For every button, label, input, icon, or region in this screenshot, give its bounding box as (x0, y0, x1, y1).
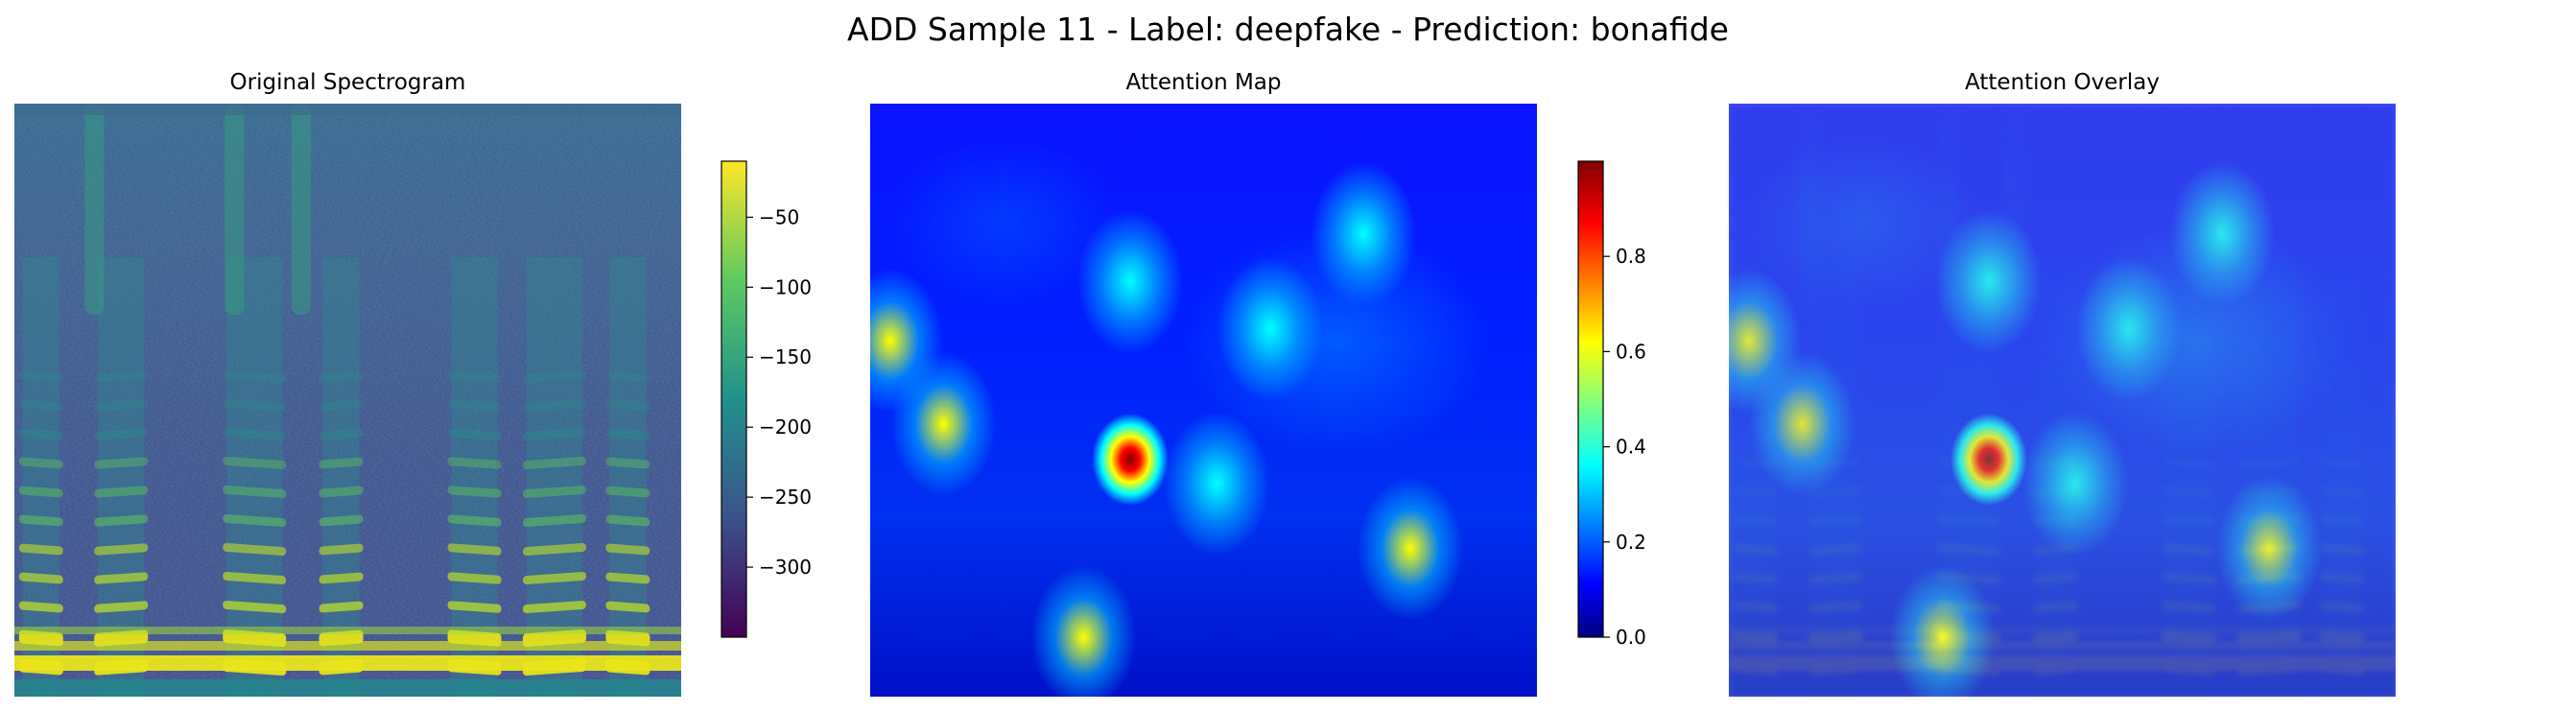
harmonic-stripe (605, 399, 650, 412)
harmonic-stripe (18, 486, 63, 498)
attention-map-title: Attention Map (1125, 70, 1282, 95)
harmonic-stripe (447, 370, 502, 383)
harmonic-stripe (223, 513, 287, 528)
spectrogram-floor (14, 679, 681, 697)
colorbar-tick-label: −300 (759, 556, 812, 579)
attention-colorbar: 0.0 0.2 0.4 0.6 0.8 (1577, 160, 1646, 649)
harmonic-burst (522, 257, 586, 697)
formant-column (225, 104, 245, 315)
harmonic-stripe (605, 543, 650, 556)
colorbar-gradient (721, 160, 747, 638)
harmonic-stripe (447, 428, 502, 440)
harmonic-stripe (18, 601, 63, 613)
figure-suptitle: ADD Sample 11 - Label: deepfake - Predic… (847, 11, 1729, 48)
harmonic-burst (319, 257, 364, 697)
harmonic-stripe (319, 457, 364, 469)
colorbar-tick-label: 0.8 (1616, 245, 1646, 268)
harmonic-stripe (223, 456, 287, 470)
low-frequency-band (14, 655, 681, 671)
harmonic-stripe (94, 543, 149, 556)
harmonic-stripe (605, 370, 650, 383)
colorbar-tick-label: −50 (759, 205, 799, 228)
harmonic-stripe (319, 572, 364, 584)
formant-column (291, 104, 311, 315)
overlay-attention-layer (1729, 104, 2396, 697)
harmonic-stripe (522, 456, 586, 470)
harmonic-stripe (447, 543, 502, 556)
harmonic-stripe (223, 542, 287, 557)
harmonic-stripe (319, 514, 364, 527)
attention-overlay-title: Attention Overlay (1965, 70, 2160, 95)
harmonic-stripe (522, 398, 586, 413)
attention-map-image (870, 104, 1537, 697)
colorbar-tick-label: 0.2 (1616, 531, 1646, 554)
harmonic-stripe (605, 428, 650, 440)
harmonic-stripe (319, 486, 364, 498)
harmonic-stripe (18, 572, 63, 584)
harmonic-stripe (223, 369, 287, 384)
harmonic-stripe (319, 399, 364, 412)
colorbar-tick-label: −200 (759, 415, 812, 439)
harmonic-stripe (94, 601, 149, 613)
colorbar-gradient (1577, 160, 1604, 638)
harmonic-stripe (447, 486, 502, 498)
harmonic-stripe (94, 514, 149, 527)
harmonic-stripe (18, 370, 63, 383)
harmonic-stripe (18, 543, 63, 556)
harmonic-stripe (522, 369, 586, 384)
harmonic-stripe (522, 600, 586, 614)
harmonic-stripe (447, 514, 502, 527)
harmonic-stripe (94, 428, 149, 440)
harmonic-stripe (18, 428, 63, 440)
harmonic-stripe (319, 543, 364, 556)
harmonic-stripe (94, 486, 149, 498)
harmonic-stripe (18, 457, 63, 469)
harmonic-stripe (522, 427, 586, 441)
spectrogram-colorbar: −50 −100 −150 −200 −250 −300 (721, 160, 812, 638)
harmonic-stripe (605, 572, 650, 584)
attention-overlay-image (1729, 104, 2396, 697)
harmonic-stripe (223, 600, 287, 614)
harmonic-stripe (18, 514, 63, 527)
spectrogram-title: Original Spectrogram (229, 70, 466, 95)
formant-column (84, 104, 105, 315)
spectrogram-image (14, 104, 681, 697)
low-frequency-band (14, 627, 681, 634)
harmonic-stripe (522, 513, 586, 528)
harmonic-stripe (223, 485, 287, 499)
attention-map-heatmap (870, 104, 1537, 697)
low-frequency-band (14, 641, 681, 651)
harmonic-stripe (319, 428, 364, 440)
colorbar-tick-label: 0.6 (1616, 340, 1646, 363)
harmonic-stripe (447, 572, 502, 584)
harmonic-stripe (522, 542, 586, 557)
harmonic-stripe (223, 571, 287, 585)
harmonic-stripe (94, 457, 149, 469)
harmonic-stripe (447, 457, 502, 469)
colorbar-tick-label: −150 (759, 345, 812, 368)
harmonic-stripe (18, 399, 63, 412)
harmonic-stripe (605, 601, 650, 613)
harmonic-stripe (605, 457, 650, 469)
harmonic-stripe (94, 572, 149, 584)
harmonic-stripe (223, 427, 287, 441)
colorbar-tick-label: 0.0 (1616, 626, 1646, 649)
harmonic-stripe (223, 398, 287, 413)
colorbar-tick-label: 0.4 (1616, 436, 1646, 459)
harmonic-stripe (319, 601, 364, 613)
harmonic-stripe (447, 601, 502, 613)
harmonic-burst (223, 257, 287, 697)
harmonic-stripe (94, 370, 149, 383)
harmonic-stripe (522, 571, 586, 585)
harmonic-stripe (447, 399, 502, 412)
spectrogram-heatmap (14, 104, 681, 697)
harmonic-stripe (605, 514, 650, 527)
harmonic-stripe (94, 399, 149, 412)
harmonic-stripe (605, 486, 650, 498)
colorbar-tick-label: −100 (759, 275, 812, 298)
harmonic-stripe (319, 370, 364, 383)
harmonic-stripe (522, 485, 586, 499)
colorbar-tick-label: −250 (759, 486, 812, 509)
